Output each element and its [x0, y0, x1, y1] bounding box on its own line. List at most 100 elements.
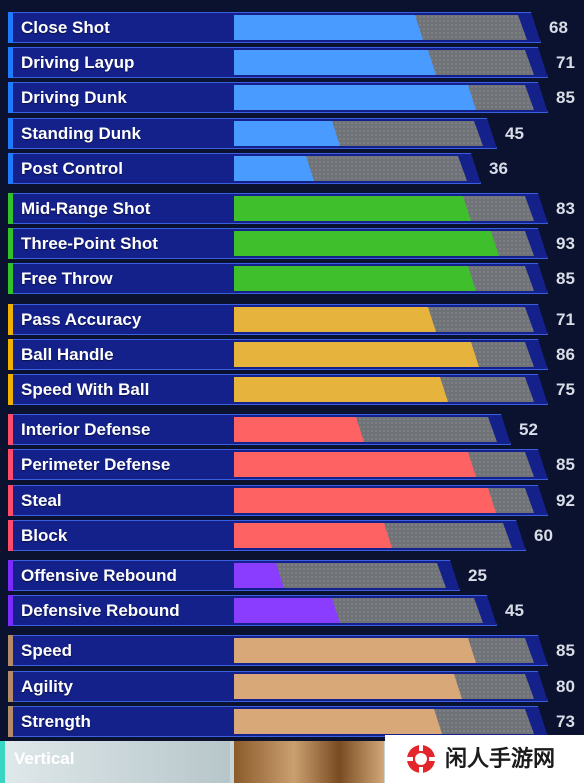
attribute-track: [234, 231, 534, 256]
attribute-label: Driving Layup: [21, 53, 135, 72]
attribute-value: 86: [556, 345, 575, 364]
attribute-fill: [234, 488, 496, 513]
category-accent: [8, 374, 13, 405]
attribute-track: [234, 342, 534, 367]
attribute-track: [234, 15, 527, 40]
attribute-fill: [234, 638, 476, 663]
attribute-label: Three-Point Shot: [21, 234, 158, 253]
attribute-value: 45: [505, 601, 524, 620]
attribute-track: [234, 638, 534, 663]
attribute-fill: [234, 307, 436, 332]
category-accent: [8, 82, 13, 113]
attribute-track: [234, 121, 483, 146]
attribute-fill: [234, 121, 340, 146]
attribute-label: Driving Dunk: [21, 88, 127, 107]
category-accent: [8, 339, 13, 370]
attribute-value: 80: [556, 677, 575, 696]
attribute-value: 92: [556, 491, 575, 510]
attribute-fill: [234, 15, 423, 40]
category-accent: [8, 449, 13, 480]
attribute-label: Perimeter Defense: [21, 455, 171, 474]
attribute-fill: [234, 50, 436, 75]
attribute-label: Block: [21, 526, 68, 545]
attribute-value: 83: [556, 199, 575, 218]
category-accent: [8, 263, 13, 294]
attribute-label: Close Shot: [21, 18, 110, 37]
attribute-track: [234, 196, 534, 221]
attribute-value: 93: [556, 234, 575, 253]
attribute-value: 71: [556, 53, 575, 72]
category-accent: [8, 118, 13, 149]
attribute-value: 85: [556, 88, 575, 107]
attribute-fill: [234, 674, 462, 699]
attribute-label: Pass Accuracy: [21, 310, 142, 329]
attribute-fill: [234, 563, 284, 588]
attribute-fill: [234, 417, 364, 442]
category-accent: [8, 304, 13, 335]
attribute-label: Standing Dunk: [21, 124, 141, 143]
attribute-fill: [234, 231, 499, 256]
category-accent: [8, 706, 13, 737]
category-accent: [8, 595, 13, 626]
attribute-value: 45: [505, 124, 524, 143]
attribute-value: 36: [489, 159, 508, 178]
attribute-plate: [0, 741, 230, 783]
attribute-value: 85: [556, 269, 575, 288]
attribute-fill: [234, 598, 340, 623]
attribute-fill: [234, 452, 476, 477]
category-accent: [8, 635, 13, 666]
watermark: 闲人手游网: [385, 735, 584, 783]
attribute-value: 85: [556, 641, 575, 660]
attribute-track: [234, 709, 534, 734]
attribute-label: Agility: [21, 677, 73, 696]
attribute-track: [234, 674, 534, 699]
attribute-fill: [234, 156, 314, 181]
attribute-track: [234, 307, 534, 332]
attribute-value: 68: [549, 18, 568, 37]
watermark-text: 闲人手游网: [445, 746, 556, 771]
attribute-track: [234, 50, 534, 75]
category-accent: [8, 153, 13, 184]
attribute-fill: [234, 523, 392, 548]
attribute-value: 71: [556, 310, 575, 329]
attribute-label: Speed: [21, 641, 73, 660]
attribute-label: Ball Handle: [21, 345, 114, 364]
attribute-fill: [234, 196, 471, 221]
attribute-track: [234, 377, 534, 402]
attribute-label: Interior Defense: [21, 420, 151, 439]
attribute-value: 52: [519, 420, 538, 439]
attribute-label: Post Control: [21, 159, 123, 178]
attribute-label: Mid-Range Shot: [21, 199, 151, 218]
category-accent: [8, 520, 13, 551]
attribute-label: Offensive Rebound: [21, 566, 177, 585]
category-accent: [8, 560, 13, 591]
attribute-track: [234, 266, 534, 291]
attribute-fill: [234, 85, 476, 110]
site-logo-icon: [405, 743, 437, 775]
attribute-fill: [234, 709, 442, 734]
attribute-value: 73: [556, 712, 575, 731]
attribute-label: Steal: [21, 491, 62, 510]
attribute-value: 60: [534, 526, 553, 545]
category-accent: [8, 414, 13, 445]
attribute-value: 85: [556, 455, 575, 474]
category-accent: [8, 228, 13, 259]
category-accent: [8, 47, 13, 78]
category-accent: [8, 193, 13, 224]
attribute-track: [234, 488, 534, 513]
attribute-track: [234, 85, 534, 110]
attribute-label: Strength: [21, 712, 91, 731]
attribute-label: Speed With Ball: [21, 380, 150, 399]
attribute-fill: [234, 342, 479, 367]
attribute-track: [234, 156, 467, 181]
attribute-track: [234, 563, 446, 588]
attribute-label: Defensive Rebound: [21, 601, 180, 620]
attribute-fill: [234, 266, 476, 291]
category-accent: [8, 485, 13, 516]
attribute-label: Vertical: [14, 749, 75, 768]
attribute-fill: [234, 377, 448, 402]
attribute-track: [234, 598, 483, 623]
category-accent: [8, 671, 13, 702]
attribute-track: [234, 523, 512, 548]
attribute-value: 25: [468, 566, 487, 585]
